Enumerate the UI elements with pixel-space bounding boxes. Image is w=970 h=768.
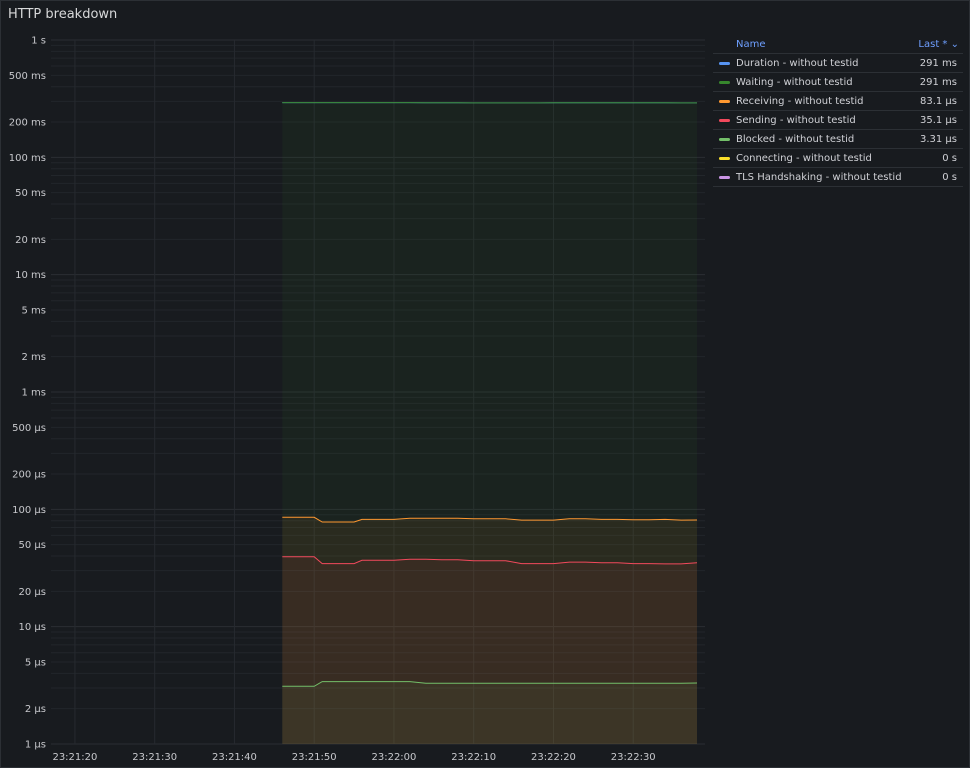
x-tick-label: 23:21:50 bbox=[292, 752, 337, 763]
chevron-down-icon: ⌄ bbox=[950, 38, 959, 50]
y-tick-label: 1 s bbox=[31, 36, 46, 47]
legend-item-left: Receiving - without testid bbox=[713, 96, 864, 107]
x-tick-label: 23:22:10 bbox=[451, 752, 496, 763]
legend-item-value: 291 ms bbox=[919, 76, 957, 88]
legend-item-label: Connecting - without testid bbox=[736, 152, 872, 164]
series-area bbox=[282, 102, 698, 745]
series-color-swatch bbox=[719, 156, 730, 160]
y-tick-label: 10 µs bbox=[19, 622, 46, 633]
series-lines bbox=[282, 102, 698, 687]
legend-item[interactable]: Duration - without testid 291 ms bbox=[713, 54, 963, 73]
series-color-swatch bbox=[719, 99, 730, 103]
series-color-swatch bbox=[719, 118, 730, 122]
series-line bbox=[282, 516, 698, 523]
x-tick-label: 23:22:30 bbox=[611, 752, 656, 763]
x-tick-label: 23:21:40 bbox=[212, 752, 257, 763]
legend-item[interactable]: Blocked - without testid 3.31 µs bbox=[713, 130, 963, 149]
legend-item[interactable]: Receiving - without testid 83.1 µs bbox=[713, 92, 963, 111]
series-fills bbox=[282, 102, 698, 745]
series-area bbox=[282, 517, 698, 744]
y-tick-label: 1 µs bbox=[25, 740, 46, 751]
legend-rows: Duration - without testid 291 ms Waiting -… bbox=[713, 54, 963, 187]
y-tick-label: 100 µs bbox=[12, 505, 46, 516]
x-tick-label: 23:21:20 bbox=[52, 752, 97, 763]
y-tick-label: 1 ms bbox=[22, 388, 47, 399]
legend: Name Last * ⌄ Duration - without testid 2… bbox=[713, 35, 963, 187]
legend-item[interactable]: Sending - without testid 35.1 µs bbox=[713, 111, 963, 130]
x-axis: 23:21:20 23:21:30 23:21:40 23:21:50 23:22:00… bbox=[52, 752, 655, 763]
y-tick-label: 200 ms bbox=[9, 118, 46, 129]
legend-item-left: Waiting - without testid bbox=[713, 77, 853, 88]
legend-item-label: Sending - without testid bbox=[736, 114, 856, 126]
legend-item-value: 35.1 µs bbox=[919, 114, 957, 126]
legend-item-label: TLS Handshaking - without testid bbox=[736, 171, 902, 183]
legend-item-left: Connecting - without testid bbox=[713, 153, 872, 164]
legend-item-left: Blocked - without testid bbox=[713, 134, 854, 145]
y-tick-label: 20 µs bbox=[19, 587, 46, 598]
legend-item[interactable]: Connecting - without testid 0 s bbox=[713, 149, 963, 168]
legend-item-label: Duration - without testid bbox=[736, 57, 859, 69]
y-tick-label: 10 ms bbox=[15, 270, 46, 281]
y-tick-label: 200 µs bbox=[12, 470, 46, 481]
legend-item[interactable]: Waiting - without testid 291 ms bbox=[713, 73, 963, 92]
series-area bbox=[282, 556, 698, 744]
series-color-swatch bbox=[719, 80, 730, 84]
legend-item-left: Sending - without testid bbox=[713, 115, 856, 126]
legend-item-left: TLS Handshaking - without testid bbox=[713, 172, 902, 183]
y-tick-label: 5 µs bbox=[25, 657, 46, 668]
series-line bbox=[282, 681, 698, 687]
y-tick-label: 20 ms bbox=[15, 235, 46, 246]
legend-item-value: 291 ms bbox=[919, 57, 957, 69]
y-tick-label: 2 ms bbox=[22, 352, 47, 363]
y-tick-label: 500 µs bbox=[12, 423, 46, 434]
y-tick-label: 500 ms bbox=[9, 71, 46, 82]
y-tick-label: 5 ms bbox=[22, 305, 47, 316]
y-axis: 1 s 500 ms 200 ms 100 ms 50 ms 20 ms 10 ms 5 ms… bbox=[9, 36, 46, 751]
y-tick-label: 2 µs bbox=[25, 704, 46, 715]
x-tick-label: 23:22:00 bbox=[371, 752, 416, 763]
y-tick-label: 100 ms bbox=[9, 153, 46, 164]
series-color-swatch bbox=[719, 61, 730, 65]
panel-title[interactable]: HTTP breakdown bbox=[8, 7, 118, 22]
x-tick-label: 23:21:30 bbox=[132, 752, 177, 763]
series-color-swatch bbox=[719, 137, 730, 141]
chart-grid bbox=[51, 39, 705, 745]
legend-last-header[interactable]: Last * ⌄ bbox=[918, 39, 963, 50]
legend-item-value: 0 s bbox=[942, 171, 957, 183]
legend-item-value: 83.1 µs bbox=[919, 95, 957, 107]
series-area bbox=[282, 681, 698, 744]
x-tick-label: 23:22:20 bbox=[531, 752, 576, 763]
legend-item[interactable]: TLS Handshaking - without testid 0 s bbox=[713, 168, 963, 187]
legend-item-value: 3.31 µs bbox=[919, 133, 957, 145]
legend-header: Name Last * ⌄ bbox=[713, 35, 963, 54]
legend-item-left: Duration - without testid bbox=[713, 58, 859, 69]
y-tick-label: 50 ms bbox=[15, 188, 46, 199]
series-line bbox=[282, 556, 698, 565]
legend-item-value: 0 s bbox=[942, 152, 957, 164]
legend-last-label: Last * bbox=[918, 38, 948, 50]
legend-item-label: Blocked - without testid bbox=[736, 133, 855, 145]
legend-item-label: Receiving - without testid bbox=[736, 95, 864, 107]
legend-item-label: Waiting - without testid bbox=[736, 76, 853, 88]
legend-name-header[interactable]: Name bbox=[736, 38, 766, 50]
y-tick-label: 50 µs bbox=[19, 540, 46, 551]
chart[interactable]: 1 s 500 ms 200 ms 100 ms 50 ms 20 ms 10 ms 5 ms… bbox=[1, 1, 709, 767]
series-color-swatch bbox=[719, 175, 730, 179]
